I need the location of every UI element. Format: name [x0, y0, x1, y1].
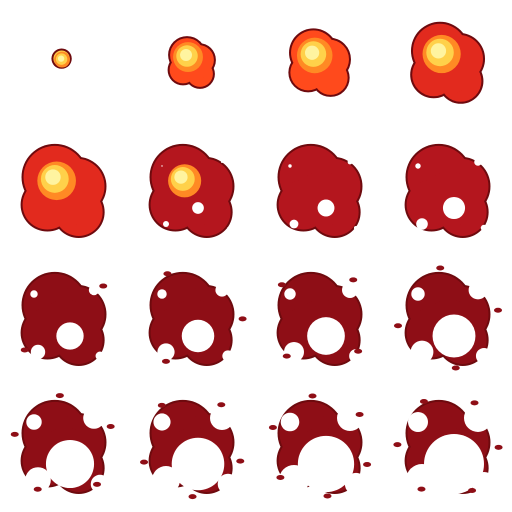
explosion-frame-13 [10, 393, 115, 494]
explosion-frame-12 [393, 265, 503, 371]
explosion-frame-7 [276, 143, 363, 238]
explosion-frame-15 [268, 393, 372, 499]
explosion-frame-16 [393, 398, 503, 494]
explosion-frame-11 [276, 271, 363, 366]
explosion-frame-4 [410, 21, 486, 104]
explosion-frame-6 [148, 143, 235, 238]
explosion-frame-3 [288, 28, 351, 97]
explosion-frame-1 [51, 48, 72, 69]
explosion-frame-10 [148, 271, 247, 366]
explosion-frame-5 [20, 143, 107, 238]
explosion-frame-9 [20, 271, 108, 366]
explosion-frame-8 [404, 143, 491, 238]
explosion-frame-14 [140, 399, 245, 500]
explosion-frame-2 [167, 36, 216, 89]
